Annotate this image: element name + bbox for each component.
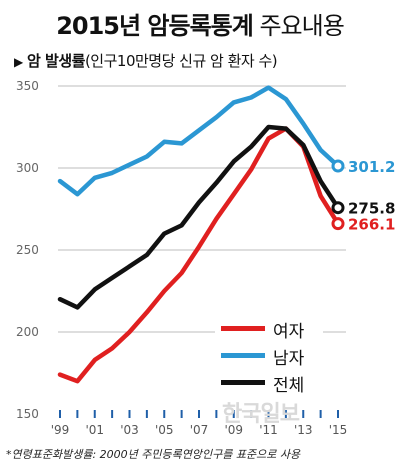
legend-swatch [221, 353, 265, 358]
legend: 여자 남자 전체 [215, 313, 323, 397]
x-tick-label: '11 [259, 423, 278, 437]
series-end-label: 266.1 [348, 216, 395, 234]
watermark-logo: 한국일보 [222, 402, 300, 427]
series-line-1 [57, 85, 341, 197]
series-end-marker [331, 217, 345, 231]
legend-label: 남자 [273, 349, 305, 369]
chart-subtitle: ▶ 암 발생률(인구10만명당 신규 암 환자 수) [14, 50, 278, 71]
series-end-label: 301.2 [348, 158, 395, 176]
legend-entry-total: 전체 [215, 369, 323, 396]
x-tick-label: '01 [85, 423, 104, 437]
series-end-label: 275.8 [348, 200, 395, 218]
subtitle-head: 암 발생률 [27, 52, 85, 70]
x-tick-label: '07 [190, 423, 209, 437]
y-tick-label: 300 [16, 161, 39, 175]
y-tick-label: 350 [16, 79, 39, 93]
legend-label: 여자 [273, 322, 305, 342]
x-tick-label: '99 [51, 423, 70, 437]
legend-label: 전체 [273, 376, 305, 396]
x-tick-label: '09 [224, 423, 243, 437]
x-tick-label: '05 [155, 423, 174, 437]
y-tick-label: 150 [16, 407, 39, 421]
footnote: *연령표준화발생률: 2000년 주민등록연앙인구를 표준으로 사용 [6, 448, 301, 461]
chart-title: 2015년 암등록통계 주요내용 [0, 6, 400, 41]
legend-swatch [221, 326, 265, 331]
triangle-marker: ▶ [14, 55, 23, 69]
legend-entry-men: 남자 [215, 342, 323, 369]
x-tick-label: '13 [294, 423, 313, 437]
title-sub: 주요내용 [259, 12, 344, 40]
title-main: 2015년 암등록통계 [56, 12, 254, 40]
x-tick-label: '15 [329, 423, 348, 437]
y-tick-label: 200 [16, 325, 39, 339]
legend-swatch [221, 380, 265, 385]
series-line-2 [57, 124, 341, 310]
series-end-marker [331, 159, 345, 173]
series-end-marker [331, 201, 345, 215]
x-tick-label: '03 [120, 423, 139, 437]
subtitle-detail: (인구10만명당 신규 암 환자 수) [84, 52, 278, 70]
y-tick-label: 250 [16, 243, 39, 257]
legend-entry-women: 여자 [215, 315, 323, 342]
